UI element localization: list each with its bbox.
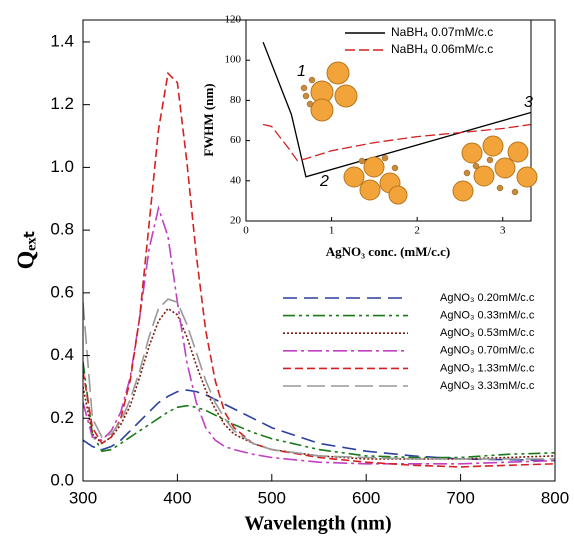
nanoparticle xyxy=(300,84,308,92)
y-tick-label: 20 xyxy=(230,215,242,227)
nanoparticle xyxy=(473,165,495,187)
annotation: 3 xyxy=(524,94,533,111)
y-tick-label: 60 xyxy=(230,134,242,146)
legend-label: AgNO₃ 0.70mM/c.c xyxy=(440,345,535,357)
series-line xyxy=(83,307,555,460)
y-tick-label: 40 xyxy=(230,174,242,186)
series-line xyxy=(83,361,555,459)
legend-label: NaBH₄ 0.07mM/c.c xyxy=(391,25,493,39)
y-tick-label: 120 xyxy=(225,14,242,26)
y-tick-label: 80 xyxy=(230,94,242,106)
nanoparticle xyxy=(358,157,366,165)
y-tick-label: 0.4 xyxy=(50,345,74,364)
nanoparticle xyxy=(310,98,334,122)
nanoparticle xyxy=(516,166,538,188)
x-axis-label: AgNO₃ conc. (mM/c.c) xyxy=(326,244,450,259)
nanoparticle xyxy=(359,179,381,201)
nanoparticle xyxy=(302,92,310,100)
x-tick-label: 400 xyxy=(163,488,191,507)
nanoparticle xyxy=(363,156,385,178)
legend-label: AgNO₃ 0.33mM/c.c xyxy=(440,310,535,322)
nanoparticle xyxy=(308,76,316,84)
y-axis-label: Qₑₓₜ xyxy=(14,231,40,270)
nanoparticle xyxy=(343,166,365,188)
series-line xyxy=(83,205,555,465)
x-tick-label: 3 xyxy=(500,225,506,237)
x-tick-label: 600 xyxy=(352,488,380,507)
nanoparticle xyxy=(482,135,504,157)
y-tick-label: 1.4 xyxy=(50,31,74,50)
y-tick-label: 1.0 xyxy=(50,157,74,176)
legend-label: AgNO₃ 3.33mM/c.c xyxy=(440,380,535,392)
legend-label: NaBH₄ 0.06mM/c.c xyxy=(391,42,493,56)
nanoparticle xyxy=(306,100,314,108)
series-line xyxy=(262,41,531,178)
series-line xyxy=(83,71,555,468)
series-line xyxy=(262,123,531,162)
y-tick-label: 0.6 xyxy=(50,282,74,301)
nanoparticle xyxy=(463,169,471,177)
y-tick-label: 0.2 xyxy=(50,408,74,427)
annotation: 2 xyxy=(319,173,329,190)
plot-frame xyxy=(245,19,532,222)
y-tick-label: 0.0 xyxy=(50,470,74,489)
nanoparticle xyxy=(326,61,350,85)
x-tick-label: 700 xyxy=(446,488,474,507)
x-tick-label: 2 xyxy=(414,225,420,237)
x-tick-label: 300 xyxy=(69,488,97,507)
y-tick-label: 1.2 xyxy=(50,94,74,113)
nanoparticle xyxy=(381,154,389,162)
legend-label: AgNO₃ 0.53mM/c.c xyxy=(440,327,535,339)
y-axis-label: FWHM (nm) xyxy=(201,83,216,156)
nanoparticle xyxy=(388,185,408,205)
legend-label: AgNO₃ 1.33mM/c.c xyxy=(440,362,535,374)
nanoparticle xyxy=(511,188,519,196)
series-line xyxy=(83,389,555,462)
series-line xyxy=(83,298,555,460)
nanoparticle xyxy=(494,157,516,179)
nanoparticle xyxy=(391,164,399,172)
annotation: 1 xyxy=(297,63,306,80)
nanoparticle xyxy=(486,156,494,164)
x-axis-label: Wavelength (nm) xyxy=(244,513,391,535)
y-tick-label: 0.8 xyxy=(50,220,74,239)
x-tick-label: 800 xyxy=(541,488,569,507)
nanoparticle xyxy=(496,184,504,192)
legend-label: AgNO₃ 0.20mM/c.c xyxy=(440,292,535,304)
nanoparticle xyxy=(452,180,474,202)
nanoparticle xyxy=(472,162,480,170)
y-tick-label: 100 xyxy=(225,54,242,66)
nanoparticle xyxy=(334,84,358,108)
nanoparticle xyxy=(507,141,529,163)
nanoparticle xyxy=(461,142,483,164)
x-tick-label: 500 xyxy=(258,488,286,507)
x-tick-label: 0 xyxy=(243,225,249,237)
x-tick-label: 1 xyxy=(329,225,335,237)
